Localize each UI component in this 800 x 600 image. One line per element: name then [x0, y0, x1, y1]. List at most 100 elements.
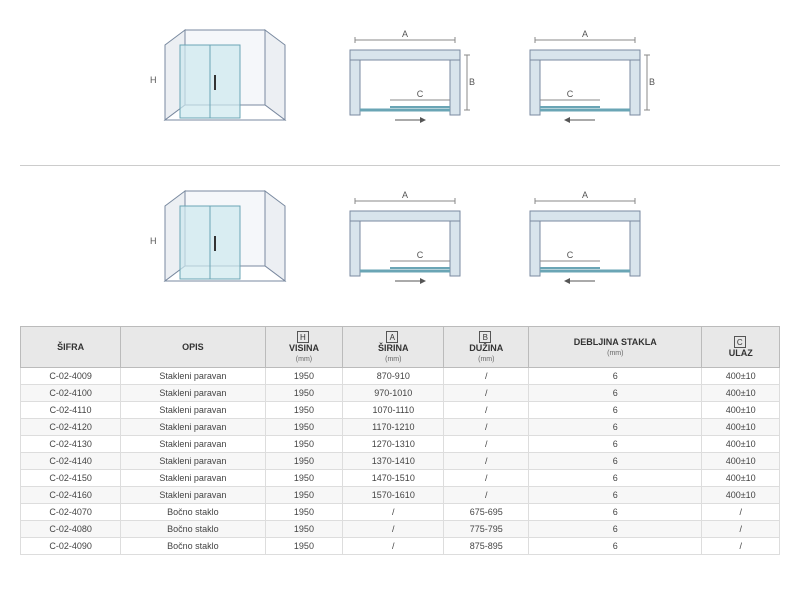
col-header-4: BDUŽINA(mm): [444, 327, 529, 368]
table-cell: 1170-1210: [343, 419, 444, 436]
table-cell: 1950: [265, 453, 343, 470]
table-row: C-02-4120Stakleni paravan19501170-1210/6…: [21, 419, 780, 436]
spec-table-body: C-02-4009Stakleni paravan1950870-910/640…: [21, 368, 780, 555]
table-cell: Stakleni paravan: [121, 453, 265, 470]
table-cell: C-02-4120: [21, 419, 121, 436]
table-cell: Stakleni paravan: [121, 419, 265, 436]
table-row: C-02-4070Bočno staklo1950/675-6956/: [21, 504, 780, 521]
table-row: C-02-4130Stakleni paravan19501270-1310/6…: [21, 436, 780, 453]
table-cell: 1370-1410: [343, 453, 444, 470]
table-row: C-02-4140Stakleni paravan19501370-1410/6…: [21, 453, 780, 470]
diagram-row-2: H A C A C: [20, 181, 780, 301]
plan-diagram-1a: A B C: [335, 30, 475, 130]
table-cell: /: [343, 521, 444, 538]
table-cell: 6: [529, 385, 702, 402]
table-cell: Stakleni paravan: [121, 436, 265, 453]
table-cell: C-02-4160: [21, 487, 121, 504]
svg-text:A: A: [402, 190, 408, 200]
table-cell: 1470-1510: [343, 470, 444, 487]
table-cell: 1950: [265, 538, 343, 555]
section-divider: [20, 165, 780, 166]
table-cell: 1950: [265, 487, 343, 504]
table-cell: 6: [529, 368, 702, 385]
table-cell: /: [444, 487, 529, 504]
table-cell: 1950: [265, 504, 343, 521]
table-cell: 400±10: [702, 385, 780, 402]
table-cell: Bočno staklo: [121, 521, 265, 538]
table-cell: /: [444, 453, 529, 470]
iso-diagram-2: H: [145, 181, 295, 301]
spec-table-head: ŠIFRAOPISHVISINA(mm)AŠIRINA(mm)BDUŽINA(m…: [21, 327, 780, 368]
table-cell: Bočno staklo: [121, 538, 265, 555]
table-cell: C-02-4140: [21, 453, 121, 470]
plan-diagram-1b: A B C: [515, 30, 655, 130]
table-cell: 1950: [265, 419, 343, 436]
table-cell: 1950: [265, 470, 343, 487]
table-cell: C-02-4090: [21, 538, 121, 555]
table-cell: Stakleni paravan: [121, 487, 265, 504]
table-cell: 400±10: [702, 436, 780, 453]
svg-text:C: C: [567, 89, 574, 99]
table-row: C-02-4100Stakleni paravan1950970-1010/64…: [21, 385, 780, 402]
dim-C-text: C: [417, 89, 424, 99]
table-cell: C-02-4100: [21, 385, 121, 402]
table-cell: 400±10: [702, 419, 780, 436]
table-row: C-02-4080Bočno staklo1950/775-7956/: [21, 521, 780, 538]
table-cell: 400±10: [702, 470, 780, 487]
table-cell: Stakleni paravan: [121, 402, 265, 419]
table-cell: /: [702, 521, 780, 538]
table-cell: 6: [529, 521, 702, 538]
table-row: C-02-4160Stakleni paravan19501570-1610/6…: [21, 487, 780, 504]
table-row: C-02-4009Stakleni paravan1950870-910/640…: [21, 368, 780, 385]
col-header-2: HVISINA(mm): [265, 327, 343, 368]
table-cell: /: [702, 504, 780, 521]
dim-A-text: A: [402, 29, 408, 39]
table-cell: 6: [529, 419, 702, 436]
table-cell: 1070-1110: [343, 402, 444, 419]
svg-text:B: B: [649, 77, 655, 87]
col-header-3: AŠIRINA(mm): [343, 327, 444, 368]
table-cell: 1950: [265, 402, 343, 419]
table-cell: 675-695: [444, 504, 529, 521]
table-row: C-02-4090Bočno staklo1950/875-8956/: [21, 538, 780, 555]
table-cell: 6: [529, 436, 702, 453]
table-cell: /: [444, 419, 529, 436]
svg-text:A: A: [582, 190, 588, 200]
table-cell: 775-795: [444, 521, 529, 538]
svg-text:C: C: [417, 250, 424, 260]
col-header-5: DEBLJINA STAKLA(mm): [529, 327, 702, 368]
table-cell: 6: [529, 487, 702, 504]
table-cell: C-02-4150: [21, 470, 121, 487]
iso-diagram-1: H: [145, 20, 295, 140]
table-cell: C-02-4130: [21, 436, 121, 453]
spec-table: ŠIFRAOPISHVISINA(mm)AŠIRINA(mm)BDUŽINA(m…: [20, 326, 780, 555]
table-cell: 1950: [265, 436, 343, 453]
table-cell: /: [702, 538, 780, 555]
table-cell: /: [444, 385, 529, 402]
table-cell: /: [444, 402, 529, 419]
table-cell: 400±10: [702, 487, 780, 504]
table-cell: 6: [529, 504, 702, 521]
table-cell: 1950: [265, 368, 343, 385]
table-cell: 870-910: [343, 368, 444, 385]
spec-table-wrap: ŠIFRAOPISHVISINA(mm)AŠIRINA(mm)BDUŽINA(m…: [20, 326, 780, 555]
table-cell: C-02-4009: [21, 368, 121, 385]
svg-text:C: C: [567, 250, 574, 260]
table-cell: 1950: [265, 385, 343, 402]
table-cell: /: [343, 538, 444, 555]
table-cell: /: [444, 470, 529, 487]
table-cell: 400±10: [702, 368, 780, 385]
table-cell: /: [444, 368, 529, 385]
table-cell: 1270-1310: [343, 436, 444, 453]
table-cell: Stakleni paravan: [121, 368, 265, 385]
table-cell: 6: [529, 470, 702, 487]
plan-diagram-2a: A C: [335, 191, 475, 291]
table-cell: C-02-4080: [21, 521, 121, 538]
table-cell: 6: [529, 453, 702, 470]
table-cell: 1950: [265, 521, 343, 538]
col-header-6: CULAZ: [702, 327, 780, 368]
table-cell: C-02-4110: [21, 402, 121, 419]
table-cell: 1570-1610: [343, 487, 444, 504]
table-cell: 6: [529, 402, 702, 419]
diagram-row-1: H A B C: [20, 20, 780, 140]
